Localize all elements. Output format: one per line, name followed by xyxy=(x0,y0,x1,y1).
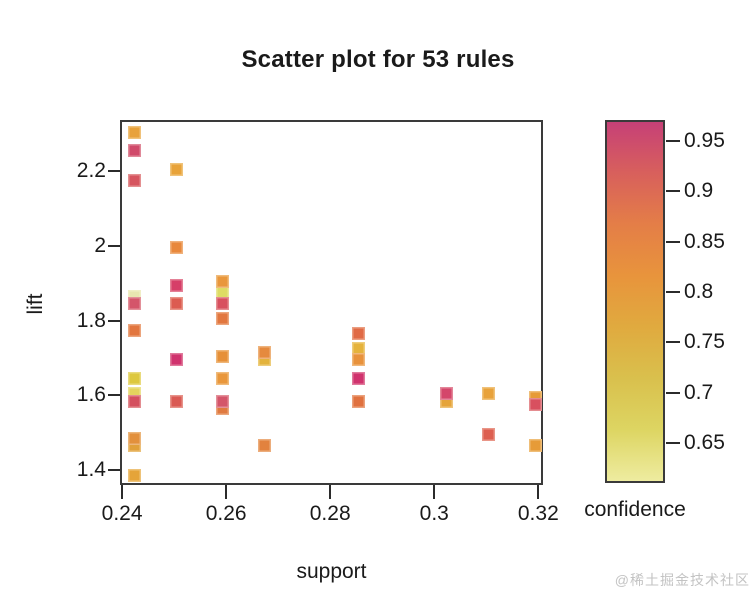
x-tick-label: 0.3 xyxy=(419,502,449,525)
y-tick-label: 1.6 xyxy=(76,383,106,407)
colorbar-tick-label: 0.7 xyxy=(684,380,714,404)
y-tick-label: 2 xyxy=(94,233,106,257)
colorbar-tick-label: 0.85 xyxy=(684,229,725,253)
scatter-point xyxy=(440,387,454,401)
scatter-point xyxy=(481,428,495,442)
scatter-point xyxy=(258,346,272,359)
scatter-point xyxy=(127,394,141,408)
scatter-point xyxy=(216,275,230,289)
x-tick-label: 0.28 xyxy=(309,502,351,525)
colorbar-tick-mark xyxy=(666,441,680,444)
x-tick-label: 0.26 xyxy=(205,502,247,525)
scatter-point xyxy=(528,398,542,412)
colorbar-tick-mark xyxy=(666,391,680,394)
scatter-point xyxy=(216,312,230,326)
scatter-point xyxy=(169,278,183,292)
x-tick-label: 0.24 xyxy=(101,502,143,525)
scatter-point xyxy=(127,323,141,337)
x-tick-mark xyxy=(433,485,436,499)
scatter-point xyxy=(216,297,230,311)
colorbar-tick-mark xyxy=(666,190,680,193)
scatter-point xyxy=(127,431,141,445)
x-tick-mark xyxy=(121,485,124,499)
scatter-point xyxy=(169,353,183,367)
scatter-point xyxy=(528,439,542,453)
colorbar-tick-mark xyxy=(666,240,680,243)
y-tick-mark xyxy=(108,244,120,247)
scatter-point xyxy=(127,372,141,386)
colorbar-label: confidence xyxy=(584,498,686,521)
scatter-point xyxy=(169,162,183,176)
x-axis-label: support xyxy=(296,560,367,583)
scatter-point xyxy=(351,372,365,386)
colorbar-tick-mark xyxy=(666,341,680,344)
colorbar-tick-label: 0.9 xyxy=(684,179,714,203)
x-tick-label: 0.32 xyxy=(517,502,559,525)
x-tick-mark xyxy=(225,485,228,499)
x-tick-mark xyxy=(537,485,540,499)
colorbar-tick-label: 0.65 xyxy=(684,430,725,454)
scatter-point xyxy=(169,394,183,408)
scatter-point xyxy=(127,125,141,139)
scatter-point xyxy=(127,297,141,311)
x-tick-mark xyxy=(329,485,332,499)
scatter-point xyxy=(351,353,365,367)
colorbar-tick-mark xyxy=(666,140,680,143)
colorbar-tick-mark xyxy=(666,290,680,293)
y-tick-label: 1.8 xyxy=(76,308,106,332)
y-tick-mark xyxy=(108,319,120,322)
scatter-point xyxy=(216,349,230,363)
scatter-point xyxy=(127,469,141,483)
y-tick-mark xyxy=(108,170,120,173)
scatter-point xyxy=(258,439,272,453)
scatter-point xyxy=(351,342,365,356)
scatter-point xyxy=(216,286,230,300)
confidence-colorbar xyxy=(605,120,665,483)
scatter-point xyxy=(127,174,141,188)
colorbar-tick-label: 0.95 xyxy=(684,129,725,153)
y-tick-mark xyxy=(108,469,120,472)
scatter-point xyxy=(169,297,183,311)
scatter-point xyxy=(481,387,495,401)
scatter-point xyxy=(127,144,141,158)
scatter-point xyxy=(216,394,230,408)
y-tick-label: 2.2 xyxy=(76,159,106,183)
scatter-point xyxy=(216,372,230,386)
plot-area xyxy=(120,120,543,485)
scatter-point xyxy=(169,241,183,255)
colorbar-tick-label: 0.75 xyxy=(684,330,725,354)
chart-title: Scatter plot for 53 rules xyxy=(241,46,515,73)
y-tick-mark xyxy=(108,394,120,397)
watermark-text: @稀土掘金技术社区 xyxy=(614,572,750,588)
y-tick-label: 1.4 xyxy=(76,458,106,482)
scatter-point xyxy=(351,394,365,408)
colorbar-tick-label: 0.8 xyxy=(684,279,714,303)
scatter-point xyxy=(351,327,365,341)
